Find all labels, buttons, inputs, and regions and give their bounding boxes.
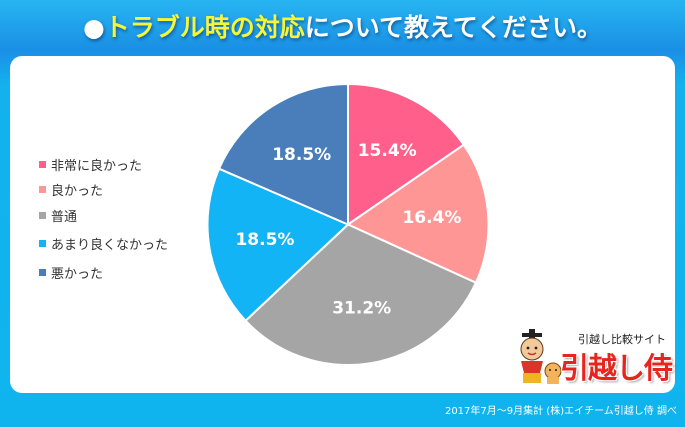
logo-subtitle: 引越し比較サイト [578, 333, 666, 346]
legend-item-not-so-good: あまり良くなかった [39, 234, 169, 253]
pie-labels: 15.4% 16.4% 31.2% 18.5% 18.5% [235, 141, 461, 319]
source-note: 2017年7月～9月集計 (株)エイチーム引越し侍 調べ [444, 406, 677, 417]
pie-label-good: 16.4% [402, 208, 461, 228]
pie-slice-very-good [347, 82, 466, 227]
pie-slice-bad [217, 82, 349, 227]
legend-item-good: 良かった [39, 180, 104, 199]
legend-swatch [39, 211, 46, 219]
pie-label-bad: 18.5% [272, 145, 331, 165]
legend-item-very-good: 非常に良かった [39, 155, 143, 174]
hikkoshi-samurai-logo: 引越し比較サイト 引越し侍 [508, 327, 678, 387]
legend-label: 悪かった [51, 266, 104, 282]
pie-slice-not-so-good [206, 167, 350, 323]
pie-slice-good [345, 143, 490, 285]
pie-label-very-good: 15.4% [358, 141, 417, 161]
title-rest: について教えてください。 [304, 13, 603, 42]
samurai-mascot-icon [520, 329, 562, 384]
pie-slices [206, 82, 490, 366]
title-bullet: ● [82, 13, 105, 42]
legend-swatch [39, 185, 46, 193]
pie-label-not-so-good: 18.5% [235, 230, 294, 250]
legend-swatch [39, 239, 46, 247]
legend-label: 普通 [51, 209, 78, 225]
title-bar: ●トラブル時の対応について教えてください。 [0, 0, 685, 50]
legend-label: 良かった [51, 183, 104, 199]
title-highlight: トラブル時の対応 [104, 13, 305, 42]
legend-label: 非常に良かった [51, 158, 143, 174]
chart-title: ●トラブル時の対応について教えてください。 [0, 8, 685, 44]
logo-name: 引越し侍 [560, 351, 673, 385]
legend-label: あまり良くなかった [51, 237, 169, 253]
legend-swatch [39, 160, 46, 168]
legend-item-average: 普通 [39, 206, 78, 225]
pie-slice-average [244, 223, 478, 366]
legend-swatch [39, 268, 46, 276]
legend-item-bad: 悪かった [39, 263, 104, 282]
pie-label-average: 31.2% [332, 299, 391, 319]
